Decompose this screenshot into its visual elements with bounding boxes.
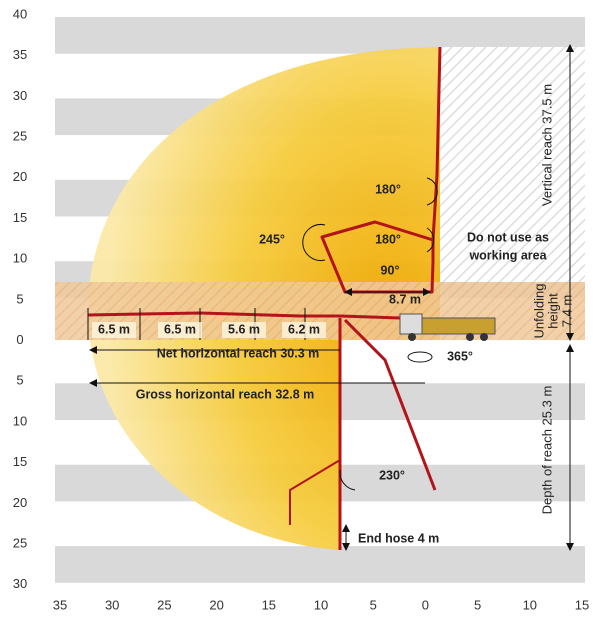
y-axis-label: 10 xyxy=(13,251,27,266)
y-axis-label: 20 xyxy=(13,169,27,184)
dimension-label: Vertical reach 37.5 m xyxy=(539,84,554,206)
y-axis-label: 15 xyxy=(13,210,27,225)
y-axis-label: 25 xyxy=(13,536,27,551)
x-axis-label: 5 xyxy=(474,597,481,612)
zone-label: Do not use as xyxy=(467,230,549,244)
y-axis-label: 10 xyxy=(13,413,27,428)
x-axis-label: 5 xyxy=(370,597,377,612)
angle-label: 230° xyxy=(379,468,405,482)
y-axis-label: 35 xyxy=(13,47,27,62)
dimension-label: Unfolding xyxy=(531,284,546,339)
angle-label: 180° xyxy=(375,232,401,246)
labels: 6.5 m 6.5 m 5.6 m 6.2 m 180° 180° 245° 9… xyxy=(92,84,574,545)
dimension-label: Gross horizontal reach 32.8 m xyxy=(136,387,315,401)
y-axis-label: 20 xyxy=(13,495,27,510)
dimension-label: 7.4 m xyxy=(559,295,574,328)
y-axis-label: 30 xyxy=(13,88,27,103)
y-axis-label: 5 xyxy=(16,373,23,388)
angle-label: 365° xyxy=(447,349,473,363)
dimension-label: height xyxy=(545,293,560,329)
segment-label: 5.6 m xyxy=(228,322,260,336)
x-axis-label: 10 xyxy=(523,597,537,612)
segment-label: 6.5 m xyxy=(98,322,130,336)
segment-label: 6.5 m xyxy=(164,322,196,336)
x-axis-label: 0 xyxy=(422,597,429,612)
y-axis-label: 15 xyxy=(13,454,27,469)
dimension-lines xyxy=(87,44,574,551)
segment-label: 6.2 m xyxy=(288,322,320,336)
y-axis-label: 40 xyxy=(13,6,27,21)
angle-label: 180° xyxy=(375,182,401,196)
truck xyxy=(399,313,496,341)
band xyxy=(55,546,585,583)
x-axis-label: 20 xyxy=(209,597,223,612)
x-axis-label: 15 xyxy=(262,597,276,612)
restricted-area xyxy=(440,47,585,282)
x-axis-label: 15 xyxy=(575,597,589,612)
x-axis-label: 35 xyxy=(53,597,67,612)
angle-label: 90° xyxy=(381,263,400,277)
dimension-label: Net horizontal reach 30.3 m xyxy=(157,346,320,360)
dimension-label: 8.7 m xyxy=(389,292,421,306)
angle-label: 245° xyxy=(259,232,285,246)
dimension-label: Depth of reach 25.3 m xyxy=(539,386,554,515)
dimension-label: End hose 4 m xyxy=(358,531,439,545)
x-axis-label: 30 xyxy=(105,597,119,612)
x-axis-label: 10 xyxy=(314,597,328,612)
zone-label: working area xyxy=(468,248,547,262)
x-axis-label: 25 xyxy=(157,597,171,612)
y-axis-label: 5 xyxy=(16,291,23,306)
y-axis-label: 30 xyxy=(13,576,27,591)
y-axis-label: 25 xyxy=(13,129,27,144)
y-axis-label: 0 xyxy=(16,332,23,347)
